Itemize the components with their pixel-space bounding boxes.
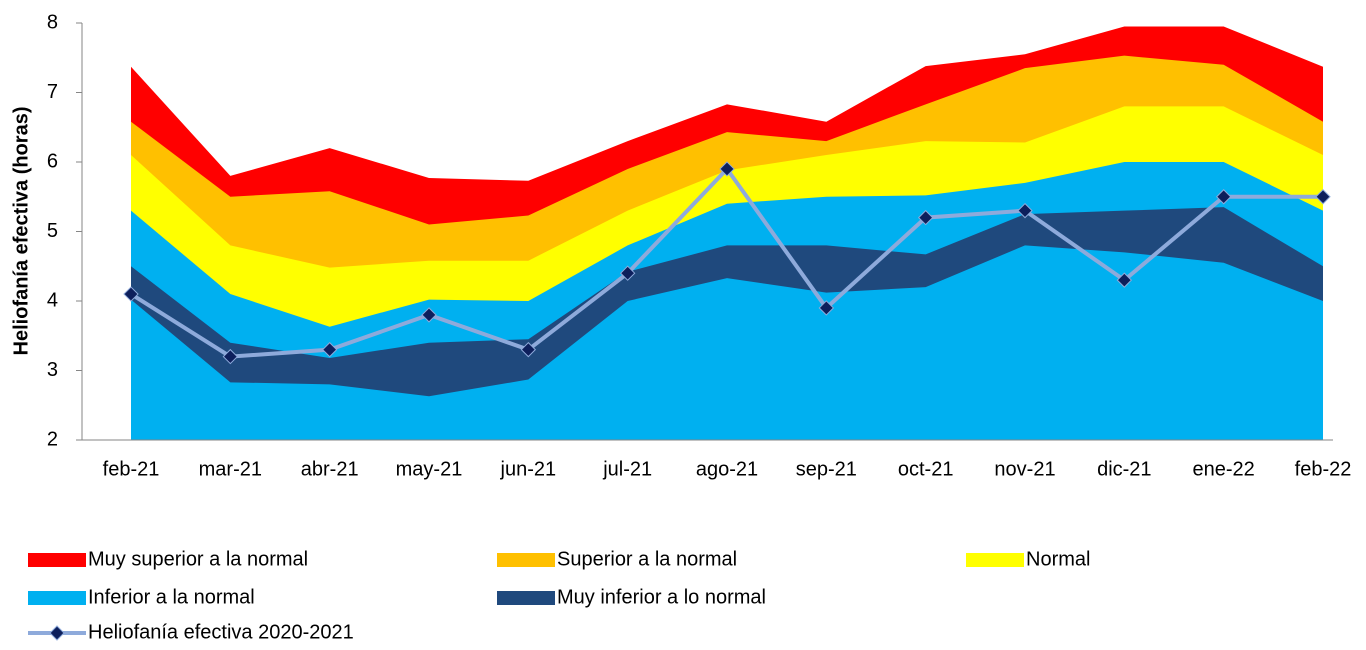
x-tick-label: dic-21 — [1097, 458, 1151, 480]
x-tick-label: jun-21 — [500, 458, 557, 480]
x-tick-label: feb-21 — [103, 458, 160, 480]
marker — [818, 300, 835, 316]
x-tick-label: abr-21 — [301, 458, 359, 480]
y-tick-label: 8 — [47, 11, 58, 33]
legend-swatch — [28, 553, 86, 567]
legend-marker — [49, 625, 65, 641]
x-tick-label: may-21 — [396, 458, 463, 480]
legend-label: Muy superior a la normal — [88, 548, 308, 570]
legend-label: Muy inferior a lo normal — [557, 586, 766, 608]
y-tick-label: 3 — [47, 359, 58, 381]
y-tick-label: 2 — [47, 428, 58, 450]
x-tick-label: ago-21 — [696, 458, 758, 480]
x-tick-label: oct-21 — [898, 458, 954, 480]
x-tick-label: ene-22 — [1193, 458, 1255, 480]
marker — [1315, 189, 1331, 205]
legend-label: Superior a la normal — [557, 548, 737, 570]
legend-label: Inferior a la normal — [88, 586, 255, 608]
y-tick-label: 7 — [47, 81, 58, 103]
marker — [123, 286, 139, 302]
marker — [1116, 272, 1133, 288]
marker — [1215, 189, 1232, 205]
y-tick-label: 6 — [47, 150, 58, 172]
legend-label: Heliofanía efectiva 2020-2021 — [88, 621, 354, 643]
marker — [421, 307, 437, 323]
marker — [917, 209, 934, 226]
marker — [619, 265, 636, 281]
legend-swatch — [28, 591, 86, 605]
legend-swatch — [497, 553, 555, 567]
y-axis-label: Heliofanía efectiva (horas) — [10, 107, 32, 356]
y-tick-label: 5 — [47, 220, 58, 242]
legend-swatch — [497, 591, 555, 605]
x-tick-label: sep-21 — [796, 458, 857, 480]
marker — [222, 348, 239, 365]
x-tick-label: nov-21 — [994, 458, 1055, 480]
marker — [321, 341, 338, 358]
marker — [719, 161, 735, 177]
legend-label: Normal — [1026, 548, 1090, 570]
legend-swatch — [966, 553, 1024, 567]
x-tick-label: mar-21 — [199, 458, 262, 480]
x-tick-label: jul-21 — [602, 458, 652, 480]
y-tick-label: 4 — [47, 289, 58, 311]
marker — [520, 341, 537, 358]
x-tick-label: feb-22 — [1295, 458, 1352, 480]
marker — [1017, 202, 1033, 219]
area-band — [131, 207, 1323, 397]
